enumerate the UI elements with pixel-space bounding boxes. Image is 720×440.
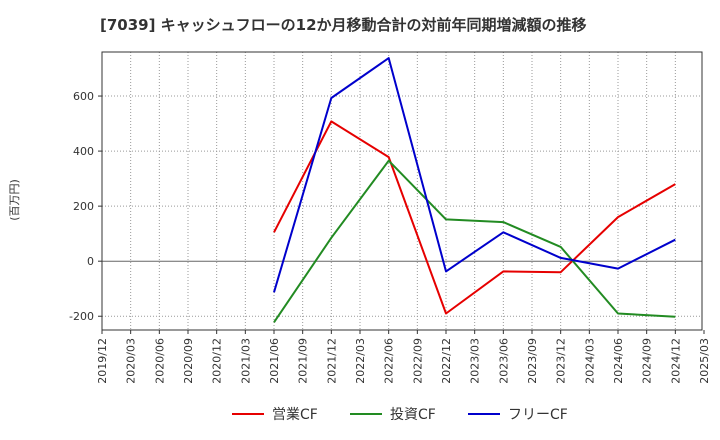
legend: 営業CF 投資CF フリーCF bbox=[232, 407, 568, 423]
x-tick-label: 2023/12 bbox=[555, 338, 568, 384]
x-tick-label: 2021/03 bbox=[239, 338, 252, 384]
grid-lines bbox=[102, 52, 702, 330]
y-tick-label: 600 bbox=[73, 90, 94, 103]
plot-frame bbox=[101, 51, 703, 331]
series-line-営業CF bbox=[273, 120, 676, 315]
y-axis-ticks: -200 0 200 400 600 bbox=[69, 90, 102, 323]
x-tick-label: 2021/06 bbox=[268, 338, 281, 384]
chart-title: [7039] キャッシュフローの12か月移動合計の対前年同期増減額の推移 bbox=[100, 16, 587, 34]
x-tick-label: 2020/09 bbox=[182, 338, 195, 384]
y-tick-label: -200 bbox=[69, 310, 94, 323]
x-tick-label: 2020/03 bbox=[125, 338, 138, 384]
x-tick-label: 2025/03 bbox=[698, 338, 711, 384]
y-tick-label: 0 bbox=[87, 255, 94, 268]
y-axis-label: (百万円) bbox=[8, 179, 21, 221]
x-tick-label: 2024/03 bbox=[583, 338, 596, 384]
series-line-フリーCF bbox=[273, 57, 676, 293]
x-tick-label: 2023/03 bbox=[469, 338, 482, 384]
x-tick-label: 2020/06 bbox=[153, 338, 166, 384]
series-line-投資CF bbox=[273, 159, 676, 323]
legend-label: フリーCF bbox=[508, 407, 568, 423]
x-tick-label: 2024/06 bbox=[612, 338, 625, 384]
x-tick-label: 2020/12 bbox=[211, 338, 224, 384]
x-tick-label: 2022/12 bbox=[440, 338, 453, 384]
x-tick-label: 2022/06 bbox=[383, 338, 396, 384]
x-tick-label: 2022/03 bbox=[354, 338, 367, 384]
x-tick-label: 2023/06 bbox=[497, 338, 510, 384]
x-tick-label: 2023/09 bbox=[526, 338, 539, 384]
x-tick-label: 2021/09 bbox=[297, 338, 310, 384]
x-tick-label: 2021/12 bbox=[325, 338, 338, 384]
y-tick-label: 400 bbox=[73, 145, 94, 158]
x-tick-label: 2024/09 bbox=[641, 338, 654, 384]
series-lines bbox=[273, 57, 676, 323]
x-axis-ticks: 2019/12 2020/03 2020/06 2020/09 2020/12 2021/… bbox=[96, 330, 711, 384]
x-tick-label: 2022/09 bbox=[411, 338, 424, 384]
y-tick-label: 200 bbox=[73, 200, 94, 213]
legend-label: 投資CF bbox=[390, 407, 436, 423]
x-tick-label: 2019/12 bbox=[96, 338, 109, 384]
x-tick-label: 2024/12 bbox=[669, 338, 682, 384]
legend-label: 営業CF bbox=[272, 407, 318, 423]
